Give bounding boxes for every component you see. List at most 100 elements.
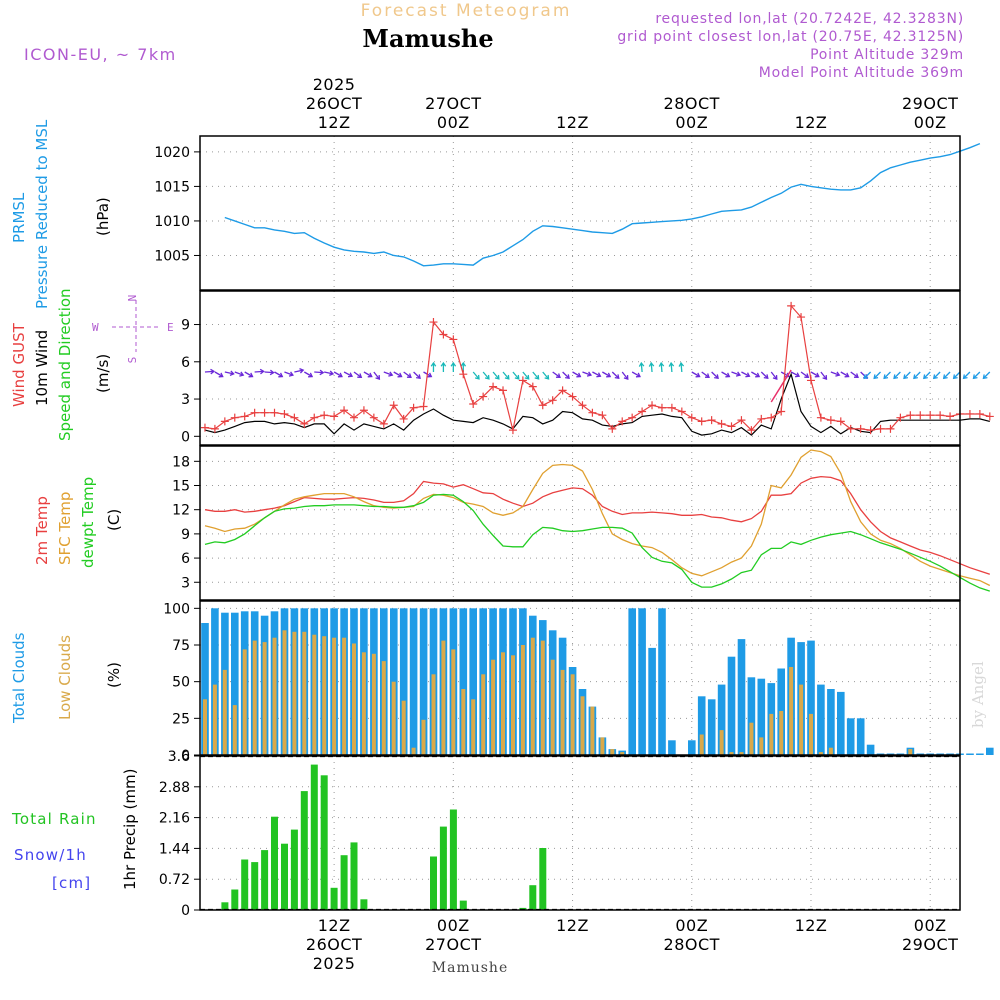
total-cloud-bar	[697, 696, 706, 755]
wind-dir-head	[288, 371, 294, 377]
wind-dir-shaft	[640, 362, 643, 373]
wind-dir-shaft	[472, 371, 480, 380]
top-time-label: 00Z	[437, 113, 470, 132]
wind-dir-arrow	[343, 371, 354, 378]
wind-dir-shaft	[631, 371, 641, 378]
top-time-label: 28OCT	[664, 94, 720, 113]
wind-label-speed-dir: Speed and Direction	[56, 288, 74, 441]
low-cloud-bar	[222, 669, 227, 755]
temp-sfc-line	[204, 449, 991, 587]
wind-gust-marker	[429, 318, 438, 327]
wind-dir-head	[427, 372, 433, 378]
wind-dir-arrow	[294, 368, 305, 374]
wind-gust-marker	[618, 417, 627, 426]
point-altitude: Point Altitude 329m	[810, 47, 964, 63]
wind-direction-arrows	[204, 361, 991, 403]
wind-gridlines	[200, 291, 960, 445]
wind-dir-head	[745, 372, 751, 378]
wind-dir-arrow	[893, 371, 901, 380]
temp-yticks: 3 6 9 12 15 18	[172, 454, 200, 591]
wind-gust-marker	[876, 424, 885, 433]
wind-dir-head	[893, 374, 899, 380]
pressure-yticks: 1005 1010 1015 1020	[154, 145, 200, 264]
ytick-label: 0.72	[159, 872, 190, 888]
wind-dir-arrow	[972, 371, 981, 380]
wind-dir-shaft	[363, 371, 373, 378]
wind-dir-head	[248, 372, 254, 378]
wind-dir-shaft	[542, 371, 550, 380]
total-cloud-bar	[459, 608, 468, 755]
low-cloud-bar	[739, 752, 744, 755]
wind-dir-arrow	[562, 371, 570, 380]
wind-dir-shaft	[284, 371, 294, 376]
low-cloud-bar	[699, 734, 704, 755]
rain-bar	[300, 791, 308, 910]
wind-dir-shaft	[873, 371, 881, 379]
wind-gust-marker	[916, 411, 925, 420]
wind-gust-marker	[340, 406, 349, 415]
wind-dir-arrow	[678, 361, 685, 373]
compass-rose: W E N S	[92, 295, 174, 364]
wind-gust-marker	[677, 407, 686, 416]
wind-gust-marker	[886, 424, 895, 433]
wind-gust-marker	[320, 411, 329, 420]
wind-dir-shaft	[893, 371, 901, 379]
bottom-time-label: 29OCT	[902, 935, 958, 954]
top-time-label: 12Z	[318, 113, 351, 132]
rain-bar	[430, 856, 437, 910]
low-cloud-bar	[262, 642, 267, 755]
wind-dir-head	[668, 361, 675, 367]
total-cloud-bar	[648, 647, 656, 755]
wind-10m-line	[204, 372, 990, 436]
total-cloud-bar	[827, 689, 835, 755]
wind-dir-head	[814, 372, 820, 378]
wind-dir-head	[397, 372, 403, 378]
wind-dir-arrow	[942, 371, 951, 380]
wind-dir-shaft	[670, 362, 673, 373]
wind-dir-arrow	[883, 371, 891, 380]
wind-dir-arrow	[244, 371, 254, 378]
ytick-label: 0	[181, 429, 190, 445]
pressure-label-prmsl: PRMSL	[10, 192, 28, 243]
ytick-label: 3.6	[168, 749, 190, 765]
wind-unit: (m/s)	[94, 354, 112, 393]
wind-gust-marker	[985, 412, 994, 421]
wind-dir-arrow	[701, 371, 710, 378]
rain-bar	[330, 887, 338, 910]
wind-dir-arrow	[403, 371, 412, 378]
wind-dir-shaft	[790, 371, 800, 377]
wind-dir-head	[440, 361, 447, 367]
wind-dir-shaft	[660, 362, 663, 373]
low-cloud-bar	[818, 752, 823, 755]
wind-gust-marker	[369, 413, 378, 422]
ytick-label: 1020	[154, 145, 190, 161]
wind-dir-head	[923, 374, 928, 380]
pressure-unit: (hPa)	[94, 197, 112, 236]
low-cloud-bar	[511, 655, 515, 755]
wind-dir-head	[329, 370, 335, 376]
top-time-label: 2025	[313, 75, 356, 94]
ytick-label: 9	[181, 527, 190, 543]
precip-label-rain: Total Rain	[11, 810, 97, 828]
low-cloud-bar	[550, 659, 555, 755]
bottom-time-label: 26OCT	[306, 935, 362, 954]
low-cloud-bar	[212, 684, 217, 755]
wind-dir-head	[259, 368, 265, 375]
wind-dir-arrow	[863, 371, 872, 380]
wind-dir-head	[873, 374, 879, 380]
wind-dir-arrow	[621, 371, 629, 380]
page-title: Mamushe	[362, 24, 493, 53]
bottom-time-label: 12Z	[795, 916, 828, 935]
low-cloud-bar	[252, 640, 257, 755]
total-cloud-bar	[817, 684, 825, 755]
wind-dir-shaft	[572, 371, 581, 378]
wind-dir-head	[623, 375, 629, 380]
wind-gust-marker	[330, 412, 339, 421]
total-cloud-bar	[717, 684, 726, 755]
wind-dir-arrow	[731, 371, 742, 377]
compass-east: E	[167, 321, 174, 334]
low-cloud-bar	[441, 640, 446, 755]
ytick-label: 0	[181, 903, 190, 919]
wind-gust-marker	[846, 424, 855, 433]
wind-dir-shaft	[840, 371, 849, 378]
